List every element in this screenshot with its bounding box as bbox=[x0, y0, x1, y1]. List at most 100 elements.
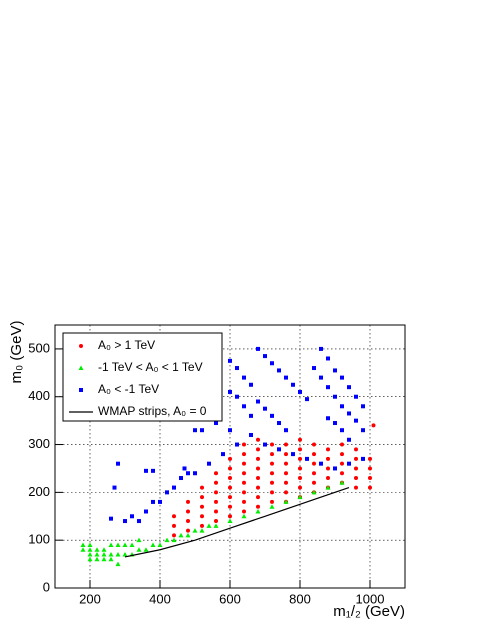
point bbox=[137, 519, 141, 524]
point bbox=[116, 461, 120, 466]
point bbox=[200, 504, 204, 509]
point bbox=[312, 366, 316, 371]
point bbox=[333, 394, 337, 399]
legend-label: -1 TeV < A₀ < 1 TeV bbox=[98, 360, 203, 374]
point bbox=[235, 394, 239, 399]
point bbox=[242, 461, 246, 466]
point bbox=[347, 385, 351, 390]
point bbox=[298, 437, 302, 442]
point bbox=[255, 508, 261, 514]
point bbox=[312, 442, 316, 447]
point bbox=[270, 480, 274, 485]
point bbox=[151, 499, 155, 504]
point bbox=[368, 485, 372, 490]
point bbox=[340, 375, 344, 380]
point bbox=[298, 476, 302, 481]
point bbox=[101, 556, 107, 562]
point bbox=[80, 542, 86, 547]
point bbox=[172, 514, 176, 519]
point bbox=[182, 466, 187, 471]
point bbox=[270, 442, 274, 447]
point bbox=[340, 442, 344, 447]
point bbox=[371, 423, 376, 428]
x-tick-label: 200 bbox=[79, 591, 101, 606]
point bbox=[298, 485, 302, 490]
point bbox=[256, 399, 260, 404]
point bbox=[186, 519, 190, 524]
point bbox=[178, 532, 184, 538]
point bbox=[144, 468, 148, 473]
point bbox=[101, 552, 107, 557]
y-tick-label: 0 bbox=[43, 579, 50, 594]
x-axis-label: m₁/₂ (GeV) bbox=[333, 603, 405, 620]
wmap-line bbox=[124, 487, 350, 558]
y-tick-label: 500 bbox=[28, 340, 50, 355]
point bbox=[144, 509, 148, 514]
point bbox=[122, 542, 128, 547]
point bbox=[242, 375, 246, 380]
point bbox=[122, 552, 128, 557]
point bbox=[354, 394, 358, 399]
point bbox=[284, 428, 288, 433]
point bbox=[136, 537, 142, 543]
point bbox=[228, 389, 232, 394]
point bbox=[214, 509, 218, 514]
point bbox=[172, 523, 176, 528]
point bbox=[227, 518, 233, 524]
legend-swatch bbox=[79, 344, 83, 348]
point bbox=[228, 428, 232, 433]
y-tick-label: 300 bbox=[28, 436, 50, 451]
y-tick-label: 100 bbox=[28, 532, 50, 547]
point bbox=[136, 547, 142, 552]
point bbox=[200, 428, 204, 433]
point bbox=[256, 485, 260, 490]
point bbox=[270, 361, 274, 366]
point bbox=[228, 466, 232, 471]
point bbox=[270, 490, 274, 495]
point bbox=[221, 452, 225, 457]
point bbox=[312, 480, 316, 485]
point bbox=[242, 442, 246, 447]
point bbox=[270, 413, 274, 418]
point bbox=[228, 495, 232, 500]
point bbox=[193, 428, 197, 433]
point bbox=[249, 432, 253, 437]
point bbox=[112, 485, 117, 490]
point bbox=[298, 456, 302, 461]
point bbox=[171, 537, 177, 543]
legend-box bbox=[62, 332, 223, 422]
point bbox=[228, 485, 232, 490]
point bbox=[214, 421, 218, 426]
point bbox=[242, 509, 246, 514]
point bbox=[291, 452, 295, 457]
point bbox=[199, 528, 205, 533]
point bbox=[179, 476, 183, 481]
point bbox=[368, 476, 372, 481]
point bbox=[291, 382, 295, 387]
point bbox=[242, 480, 246, 485]
point bbox=[284, 442, 288, 447]
point bbox=[284, 480, 288, 485]
point bbox=[311, 489, 317, 495]
legend-label: A₀ < -1 TeV bbox=[98, 382, 159, 396]
point bbox=[228, 358, 232, 363]
point bbox=[297, 494, 303, 500]
point bbox=[228, 504, 232, 509]
point bbox=[249, 382, 253, 387]
point bbox=[269, 504, 275, 509]
x-tick-label: 600 bbox=[219, 591, 241, 606]
point bbox=[326, 385, 330, 390]
point bbox=[284, 452, 288, 457]
point bbox=[242, 404, 246, 409]
point bbox=[347, 411, 351, 416]
point bbox=[242, 490, 246, 495]
point bbox=[270, 452, 274, 457]
point bbox=[340, 428, 344, 433]
point bbox=[214, 471, 218, 476]
point bbox=[361, 428, 365, 433]
point bbox=[94, 556, 100, 562]
point bbox=[319, 375, 323, 380]
point bbox=[108, 556, 114, 562]
point bbox=[129, 542, 135, 547]
point bbox=[193, 471, 197, 476]
